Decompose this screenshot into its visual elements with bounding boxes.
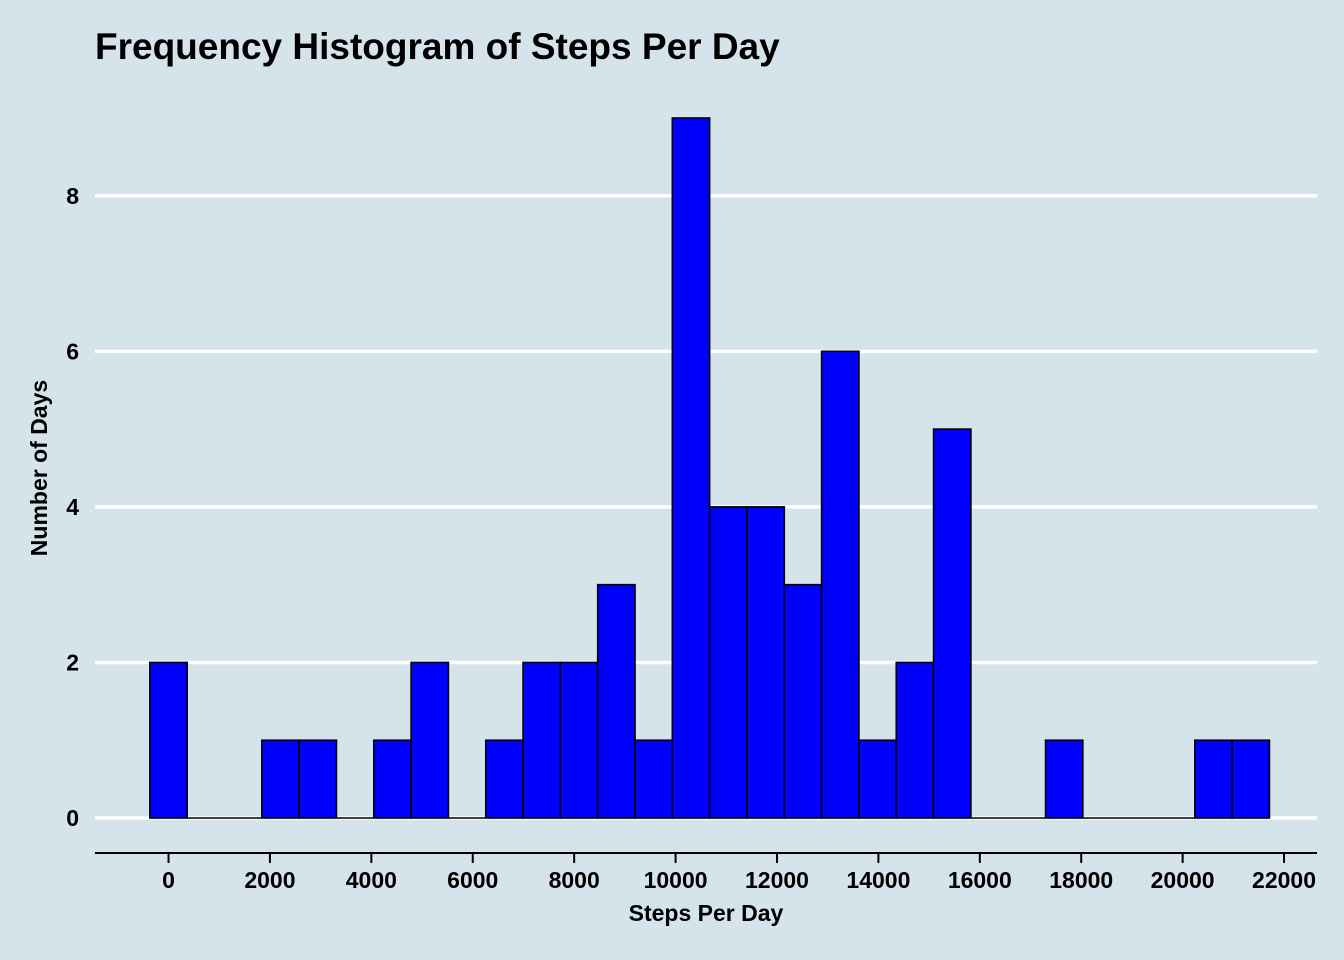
x-tick-label: 14000 — [846, 867, 910, 893]
x-tick-label: 18000 — [1049, 867, 1113, 893]
histogram-bar — [261, 739, 300, 819]
x-tick-label: 22000 — [1252, 867, 1316, 893]
y-axis-title: Number of Days — [26, 380, 52, 556]
histogram-bar — [298, 739, 338, 819]
histogram-bar — [596, 583, 636, 819]
x-tick-label: 6000 — [447, 867, 498, 893]
chart-title: Frequency Histogram of Steps Per Day — [95, 26, 780, 67]
histogram-bar — [858, 739, 898, 819]
histogram-bar — [1194, 739, 1233, 819]
histogram-bar — [895, 661, 935, 819]
histogram-bar — [410, 661, 450, 819]
histogram-bar — [634, 739, 674, 819]
histogram-bars — [149, 117, 1271, 819]
histogram-bar — [820, 350, 860, 819]
histogram-bar — [746, 506, 786, 819]
x-tick-label: 10000 — [644, 867, 708, 893]
histogram-bar — [559, 661, 599, 819]
histogram-bar — [708, 506, 748, 819]
x-tick-label: 2000 — [244, 867, 295, 893]
histogram-bar — [149, 661, 188, 819]
x-axis-title: Steps Per Day — [629, 900, 784, 926]
x-tick-label: 12000 — [745, 867, 809, 893]
histogram-bar — [484, 739, 524, 819]
y-tick-label: 6 — [66, 338, 79, 364]
y-tick-label: 8 — [66, 183, 79, 209]
y-tick-label: 4 — [66, 494, 79, 520]
y-tick-label: 2 — [66, 649, 79, 675]
x-tick-label: 20000 — [1151, 867, 1215, 893]
histogram-bar — [932, 428, 972, 819]
histogram-bar — [671, 117, 711, 819]
histogram-bar — [783, 583, 823, 819]
histogram-bar — [1231, 739, 1271, 819]
histogram-bar — [522, 661, 562, 819]
x-tick-label: 4000 — [346, 867, 397, 893]
axes: 0 2 4 6 8 0 2000 4000 6000 8000 10000 12000 14000 160… — [66, 183, 1317, 893]
x-tick-label: 16000 — [948, 867, 1012, 893]
histogram-bar — [372, 739, 412, 819]
y-tick-label: 0 — [66, 805, 79, 831]
x-tick-label: 8000 — [549, 867, 600, 893]
histogram-bar — [1044, 739, 1084, 819]
x-tick-label: 0 — [162, 867, 175, 893]
